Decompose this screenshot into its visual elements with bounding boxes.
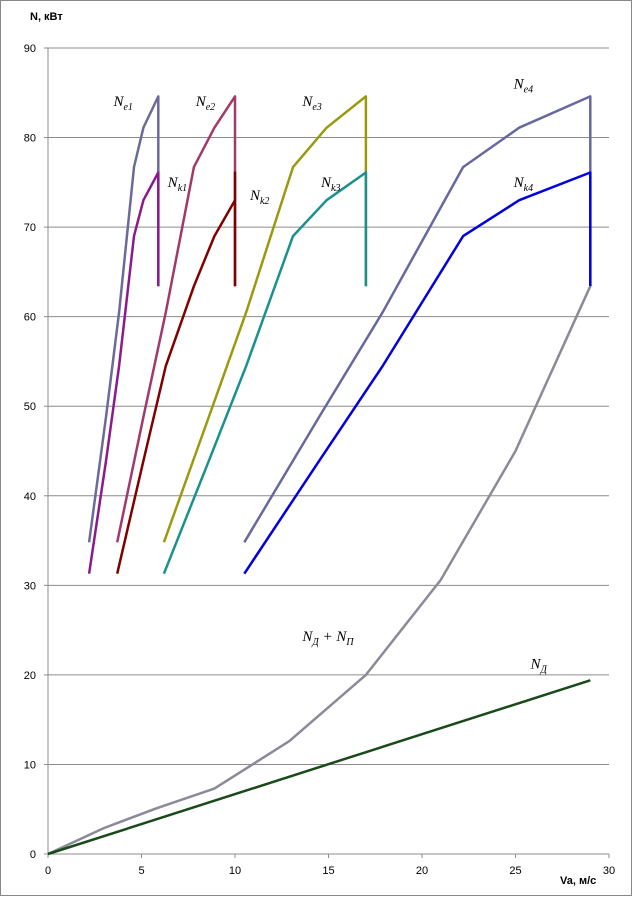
curve-label: Nk1 [167,175,187,194]
y-tick-label: 90 [24,43,36,55]
y-tick-label: 80 [24,133,36,145]
x-tick-label: 15 [322,865,334,877]
curve-labels: Ne1 Nk1 Ne2 Nk2 Ne3 Nk3 Ne4 Nk4 NД + NП NД [112,76,547,675]
y-tick-label: 30 [24,580,36,592]
y-tick-label: 70 [24,222,36,234]
x-tick-label: 0 [45,865,51,877]
series-line [87,95,160,543]
curve-label: Nk4 [513,175,533,194]
x-tick-label: 30 [603,865,615,877]
curve-label: NД [529,657,547,676]
series-line [115,171,237,574]
y-tick-label: 0 [30,849,36,861]
gridlines [48,47,609,765]
axes [44,47,610,858]
tick-labels: 0 10 20 30 40 50 60 70 80 90 0 5 10 15 20 25 30 [24,43,615,877]
series-line [87,171,160,574]
x-tick-label: 10 [229,865,241,877]
curve-label: Ne1 [112,94,132,113]
curve-label: Ne2 [195,94,215,113]
curve-label: Nk3 [320,175,340,194]
series-line [162,171,368,575]
y-axis-title: N, кВт [30,11,63,23]
series-line [115,95,237,543]
y-tick-label: 10 [24,759,36,771]
y-tick-label: 20 [24,670,36,682]
x-tick-label: 25 [509,865,521,877]
y-tick-label: 60 [24,312,36,324]
x-tick-label: 20 [416,865,428,877]
series-line [47,679,591,856]
x-axis-title: Va, м/с [560,875,596,887]
y-tick-label: 50 [24,401,36,413]
curve-label: NД + NП [301,629,354,648]
curve-label: Nk2 [249,188,269,207]
series-line [243,171,592,575]
y-tick-label: 40 [24,491,36,503]
series-lines [47,95,592,856]
curve-label: Ne3 [301,94,321,113]
series-line [162,95,368,543]
series-line [47,285,592,856]
series-line [243,95,592,543]
x-tick-label: 5 [138,865,144,877]
curve-label: Ne4 [513,76,533,95]
